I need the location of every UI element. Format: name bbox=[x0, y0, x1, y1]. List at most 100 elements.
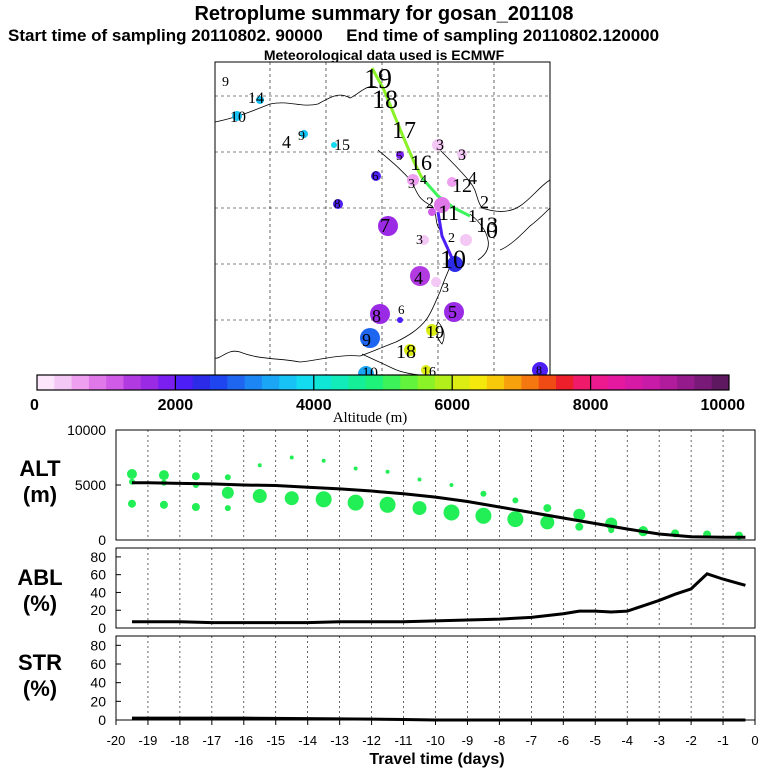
map-day-label: 14 bbox=[248, 90, 264, 107]
alt-label-bottom: (m) bbox=[23, 482, 57, 507]
map-marker bbox=[397, 317, 403, 323]
map-day-label: 9 bbox=[222, 75, 229, 90]
colorbar-swatch bbox=[244, 375, 263, 390]
alt-scatter-point bbox=[284, 491, 299, 506]
x-tick-label: -16 bbox=[234, 733, 253, 748]
alt-scatter-point bbox=[347, 494, 364, 511]
map-day-label: 10 bbox=[230, 109, 246, 126]
map-day-label: 11 bbox=[438, 200, 459, 225]
colorbar-title: Altitude (m) bbox=[333, 410, 408, 426]
sampling-time-line: Start time of sampling 20110802. 90000 E… bbox=[8, 26, 660, 45]
map-marker bbox=[457, 149, 467, 159]
alt-scatter-point bbox=[573, 508, 586, 521]
colorbar-swatch bbox=[279, 375, 297, 390]
alt-scatter-point bbox=[540, 515, 555, 530]
map-marker bbox=[444, 302, 464, 322]
map-day-label: 2 bbox=[480, 192, 489, 212]
str-y-tick-label: 40 bbox=[90, 675, 106, 691]
colorbar-swatch bbox=[37, 375, 55, 390]
alt-scatter-point bbox=[475, 507, 492, 524]
map-marker bbox=[431, 277, 441, 287]
alt-scatter-point bbox=[379, 496, 396, 513]
met-data-line: Meteorological data used is ECMWF bbox=[263, 47, 505, 63]
map-day-label: 13 bbox=[476, 212, 498, 237]
map-marker bbox=[378, 216, 398, 236]
map-day-label: 4 bbox=[414, 268, 423, 288]
colorbar-swatch bbox=[556, 375, 574, 390]
map-marker bbox=[447, 256, 463, 272]
alt-scatter-point bbox=[443, 504, 460, 521]
str-y-tick-label: 60 bbox=[90, 656, 106, 672]
map-day-label: 4 bbox=[420, 173, 427, 188]
map-day-label: 9 bbox=[298, 129, 305, 144]
map-day-label: 1 bbox=[468, 206, 477, 226]
str-y-tick-label: 0 bbox=[98, 712, 106, 728]
colorbar-swatch bbox=[677, 375, 695, 390]
alt-y-tick-label: 0 bbox=[98, 532, 106, 548]
alt-scatter-point bbox=[257, 463, 262, 468]
alt-scatter-point bbox=[417, 477, 422, 482]
map-day-label: 3 bbox=[416, 233, 423, 248]
colorbar-swatch bbox=[261, 375, 280, 390]
altitude-colorbar: 0 2000 4000 6000 8000 10000 Altitude (m) bbox=[30, 374, 745, 426]
map-day-label: 15 bbox=[334, 137, 350, 154]
alt-y-tick-label: 10000 bbox=[67, 422, 106, 438]
colorbar-swatch bbox=[365, 375, 384, 390]
abl-y-tick-label: 80 bbox=[90, 549, 106, 565]
colorbar-swatch bbox=[504, 375, 522, 390]
map-marker bbox=[256, 96, 264, 104]
map-marker bbox=[460, 234, 472, 246]
map-day-label: 6 bbox=[398, 302, 405, 317]
colorbar-swatch bbox=[711, 375, 730, 390]
map-marker bbox=[331, 142, 337, 148]
alt-scatter-point bbox=[191, 503, 200, 511]
map-marker bbox=[360, 328, 380, 348]
map-marker bbox=[410, 266, 430, 286]
map-day-label: 3 bbox=[436, 137, 444, 154]
alt-scatter-point bbox=[353, 466, 358, 471]
colorbar-swatch bbox=[625, 375, 643, 390]
colorbar-swatch bbox=[486, 375, 505, 390]
x-tick-label: -7 bbox=[526, 733, 538, 748]
colorbar-swatch bbox=[140, 375, 159, 390]
colorbar-tick-label: 8000 bbox=[573, 397, 609, 414]
map-day-label: 19 bbox=[426, 322, 444, 342]
map-day-label: 18 bbox=[396, 341, 416, 363]
alt-scatter-point bbox=[608, 527, 615, 534]
alt-scatter-point bbox=[507, 511, 524, 528]
map-marker bbox=[232, 111, 242, 121]
alt-scatter-point bbox=[449, 483, 454, 487]
x-tick-label: -4 bbox=[621, 733, 633, 748]
colorbar-swatch bbox=[296, 375, 315, 390]
x-tick-label: -12 bbox=[362, 733, 381, 748]
map-marker bbox=[407, 174, 419, 186]
colorbar-swatch bbox=[71, 375, 90, 390]
colorbar-swatch bbox=[434, 375, 453, 390]
x-tick-label: -20 bbox=[107, 733, 126, 748]
map-day-label: 5 bbox=[396, 148, 403, 163]
alt-scatter-point bbox=[224, 505, 231, 512]
x-tick-label: -2 bbox=[685, 733, 697, 748]
map-day-label: 4 bbox=[468, 168, 477, 188]
map-day-label: 5 bbox=[448, 302, 457, 322]
map-day-label: 10 bbox=[440, 245, 466, 274]
map-markers bbox=[232, 96, 548, 382]
str-label-bottom: (%) bbox=[23, 676, 57, 701]
colorbar-swatch bbox=[313, 375, 332, 390]
x-tick-label: -8 bbox=[494, 733, 506, 748]
alt-scatter-point bbox=[127, 499, 136, 508]
alt-scatter-point bbox=[315, 491, 332, 508]
colorbar-swatch bbox=[521, 375, 540, 390]
colorbar-swatch bbox=[469, 375, 488, 390]
alt-scatter-point bbox=[126, 469, 137, 479]
alt-scatter-point bbox=[252, 489, 267, 503]
colorbar-swatch bbox=[210, 375, 228, 390]
map-day-label: 4 bbox=[282, 132, 291, 152]
x-tick-label: -11 bbox=[395, 733, 413, 748]
colorbar-swatch bbox=[54, 375, 73, 390]
abl-y-tick-label: 0 bbox=[98, 620, 106, 636]
map-day-label: 7 bbox=[380, 215, 390, 237]
alt-scatter-point bbox=[321, 458, 326, 463]
map-day-label: 0 bbox=[486, 218, 498, 244]
